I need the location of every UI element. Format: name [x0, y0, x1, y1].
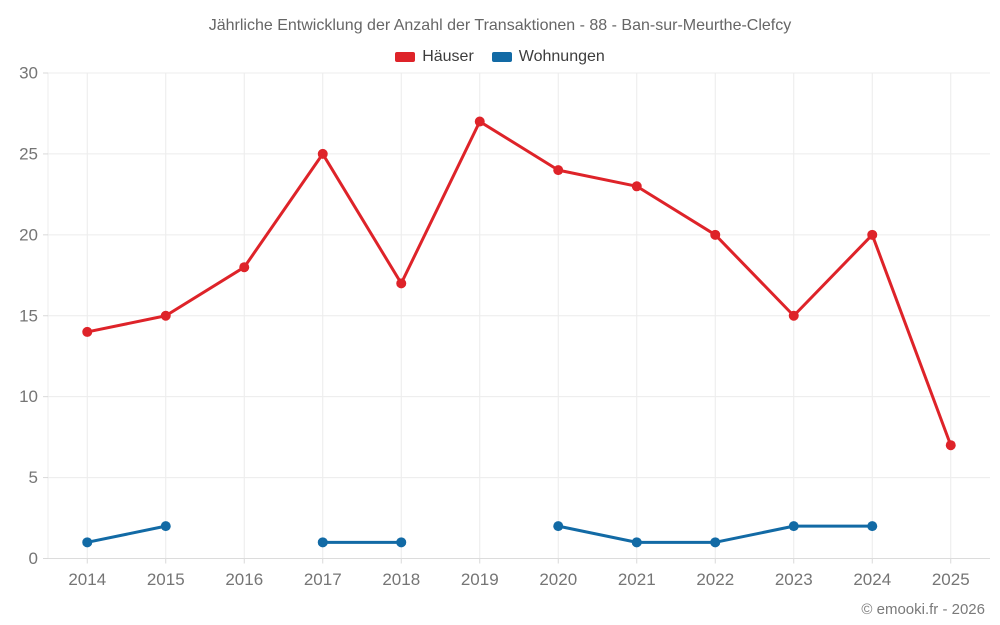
data-point-wohnungen-2023[interactable] [788, 521, 799, 532]
data-point-haeuser-2022[interactable] [710, 229, 721, 240]
x-axis-tick-label: 2023 [775, 570, 813, 589]
legend-item-haeuser[interactable]: Häuser [395, 48, 474, 66]
series-line-wohnungen [85, 524, 168, 544]
x-axis-tick-label: 2019 [461, 570, 499, 589]
x-axis-tick-label: 2022 [696, 570, 734, 589]
data-point-haeuser-2020[interactable] [553, 165, 564, 176]
data-point-wohnungen-2017[interactable] [317, 537, 328, 548]
data-point-haeuser-2023[interactable] [788, 310, 799, 321]
x-axis-tick-label: 2015 [147, 570, 185, 589]
y-axis-tick-label: 20 [19, 225, 38, 244]
data-point-wohnungen-2014[interactable] [82, 537, 93, 548]
data-point-haeuser-2024[interactable] [867, 229, 878, 240]
data-point-haeuser-2014[interactable] [82, 326, 93, 337]
data-point-wohnungen-2021[interactable] [631, 537, 642, 548]
data-point-haeuser-2025[interactable] [945, 440, 956, 451]
legend-label-haeuser: Häuser [422, 48, 474, 65]
data-point-haeuser-2018[interactable] [396, 278, 407, 289]
y-axis-tick-label: 5 [29, 468, 38, 487]
data-point-wohnungen-2022[interactable] [710, 537, 721, 548]
chart-title: Jährliche Entwicklung der Anzahl der Tra… [208, 17, 792, 34]
data-point-haeuser-2017[interactable] [317, 148, 328, 159]
x-axis-tick-label: 2014 [68, 570, 106, 589]
y-axis-tick-label: 15 [19, 306, 38, 325]
y-axis-tick-label: 25 [19, 144, 38, 163]
copyright-notice: © emooki.fr - 2026 [861, 601, 985, 618]
x-axis-tick-label: 2016 [225, 570, 263, 589]
x-axis-tick-label: 2025 [932, 570, 970, 589]
legend-marker-wohnungen [491, 52, 512, 62]
y-axis-tick-label: 10 [19, 387, 38, 406]
x-axis-tick-label: 2021 [618, 570, 656, 589]
data-point-haeuser-2016[interactable] [239, 262, 250, 273]
data-point-haeuser-2015[interactable] [160, 310, 171, 321]
legend-item-wohnungen[interactable]: Wohnungen [491, 48, 605, 66]
x-axis-tick-label: 2024 [853, 570, 891, 589]
legend-label-wohnungen: Wohnungen [518, 48, 605, 65]
x-axis-tick-label: 2018 [382, 570, 420, 589]
x-axis-tick-label: 2017 [304, 570, 342, 589]
data-point-wohnungen-2015[interactable] [160, 521, 171, 532]
x-axis-tick-label: 2020 [539, 570, 577, 589]
legend: Häuser Wohnungen [0, 48, 1000, 66]
data-point-wohnungen-2020[interactable] [553, 521, 564, 532]
data-point-wohnungen-2018[interactable] [396, 537, 407, 548]
data-point-haeuser-2019[interactable] [474, 116, 485, 127]
legend-marker-haeuser [395, 52, 416, 62]
data-point-wohnungen-2024[interactable] [867, 521, 878, 532]
series-line-haeuser [85, 120, 953, 447]
y-axis-tick-label: 30 [19, 64, 38, 83]
data-point-haeuser-2021[interactable] [631, 181, 642, 192]
y-axis-tick-label: 0 [29, 549, 38, 568]
